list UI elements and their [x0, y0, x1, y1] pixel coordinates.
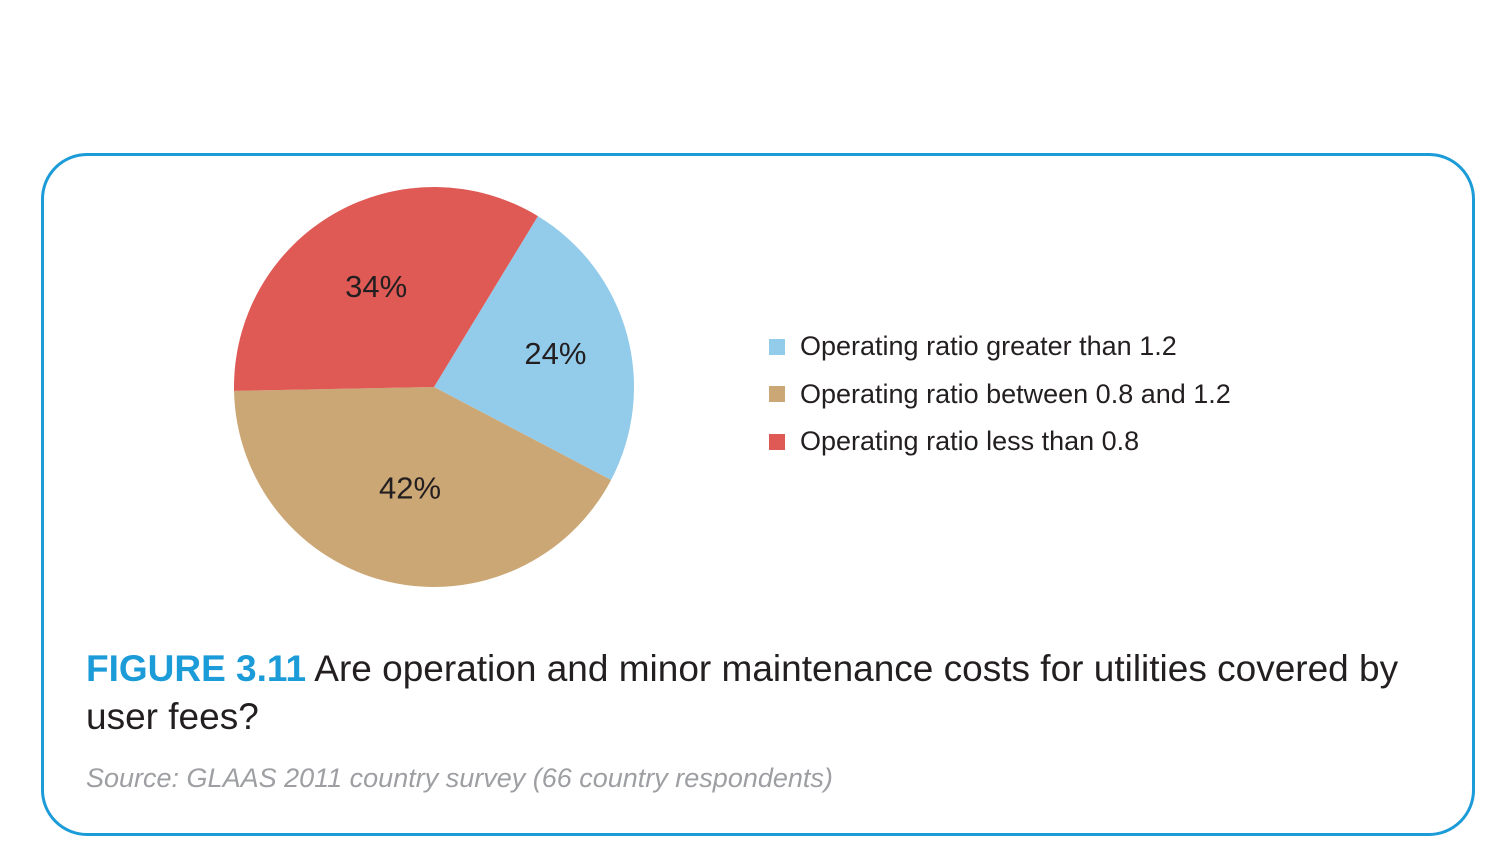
pie-slice-label: 42%	[379, 471, 441, 506]
pie-slice	[434, 216, 635, 480]
legend-swatch	[769, 433, 785, 450]
legend-item: Operating ratio between 0.8 and 1.2	[769, 371, 1231, 419]
pie-slices	[234, 187, 635, 587]
pie-labels: 24% 42% 34%	[345, 269, 586, 506]
figure-label: FIGURE 3.11	[86, 648, 307, 689]
figure-caption: FIGURE 3.11 Are operation and minor main…	[86, 645, 1416, 741]
legend-item: Operating ratio less than 0.8	[769, 418, 1231, 466]
pie-slice	[234, 387, 612, 587]
pie-slice-label: 24%	[524, 336, 586, 371]
legend-swatch	[769, 386, 785, 403]
legend-label: Operating ratio greater than 1.2	[800, 331, 1177, 362]
legend-label: Operating ratio less than 0.8	[800, 426, 1140, 457]
legend-swatch	[769, 338, 785, 355]
figure-title: Are operation and minor maintenance cost…	[86, 648, 1399, 737]
chart-legend: Operating ratio greater than 1.2 Operatin…	[769, 323, 1231, 466]
legend-label: Operating ratio between 0.8 and 1.2	[800, 378, 1231, 409]
pie-slice	[234, 187, 538, 391]
figure-frame	[41, 153, 1475, 836]
source-note: Source: GLAAS 2011 country survey (66 co…	[86, 763, 833, 793]
legend-item: Operating ratio greater than 1.2	[769, 323, 1231, 371]
pie-slice-label: 34%	[345, 269, 407, 304]
